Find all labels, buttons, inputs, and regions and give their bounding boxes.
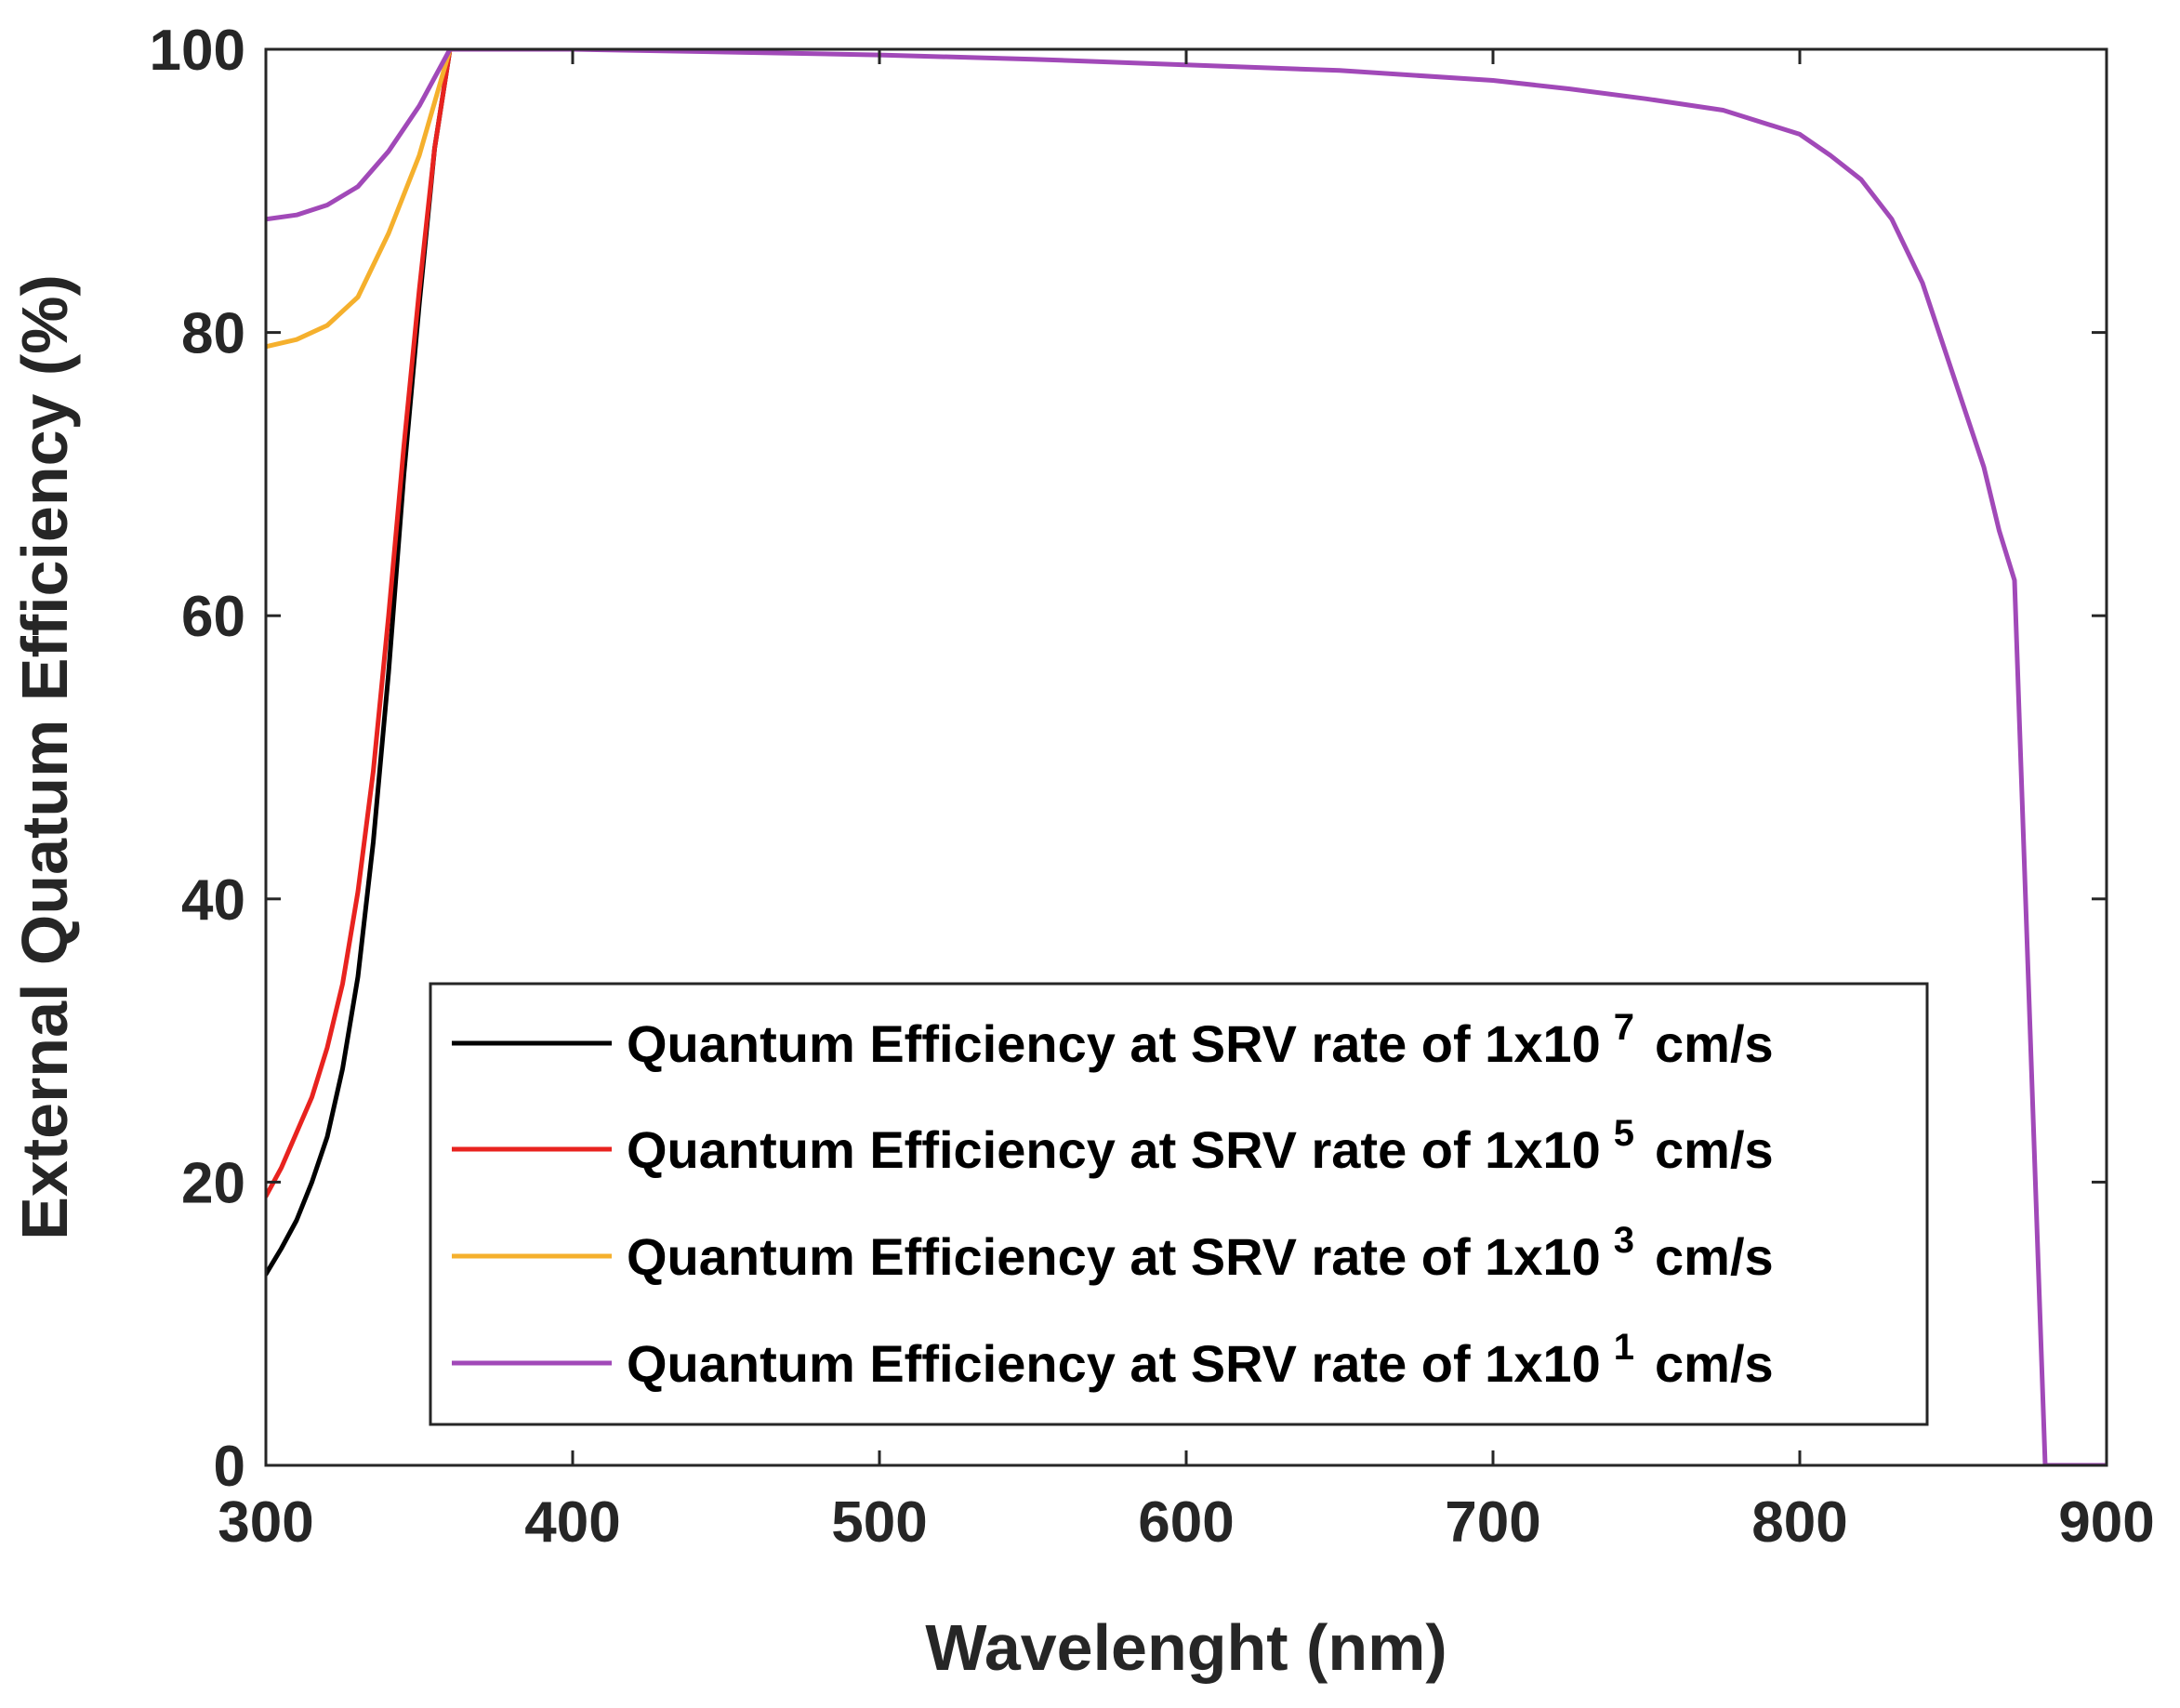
ticks-layer bbox=[264, 47, 2108, 1467]
tick-labels-layer: 300 400 500 600 700 800 900 0 20 40 60 80 100 bbox=[150, 19, 2155, 1555]
x-tick-label: 700 bbox=[1445, 1490, 1540, 1555]
y-tick-label: 60 bbox=[181, 585, 245, 649]
legend-label-1: Quantum Efficiency at SRV rate of 1x10 bbox=[627, 1014, 1601, 1073]
y-tick-label: 0 bbox=[214, 1435, 245, 1499]
legend-label-3: Quantum Efficiency at SRV rate of 1x10 bbox=[627, 1227, 1601, 1286]
x-tick-label: 800 bbox=[1751, 1490, 1847, 1555]
series-line-4 bbox=[266, 49, 2107, 1465]
x-tick-label: 900 bbox=[2058, 1490, 2154, 1555]
legend-box bbox=[429, 982, 1929, 1426]
legend-label-4: Quantum Efficiency at SRV rate of 1x10 bbox=[627, 1334, 1601, 1393]
legend-exponent-4: 1 bbox=[1614, 1327, 1634, 1368]
legend: Quantum Efficiency at SRV rate of 1x10 7 c… bbox=[429, 982, 1929, 1426]
legend-exponent-2: 5 bbox=[1614, 1113, 1634, 1154]
series-line-3 bbox=[266, 49, 453, 350]
x-tick-label: 600 bbox=[1138, 1490, 1234, 1555]
legend-unit-3: cm/s bbox=[1655, 1227, 1774, 1286]
x-tick-label: 400 bbox=[524, 1490, 620, 1555]
x-tick-label: 300 bbox=[218, 1490, 313, 1555]
y-tick-label: 100 bbox=[150, 19, 245, 83]
y-tick-label: 40 bbox=[181, 868, 245, 933]
legend-exponent-1: 7 bbox=[1614, 1007, 1634, 1048]
y-tick-label: 20 bbox=[181, 1151, 245, 1215]
legend-label-2: Quantum Efficiency at SRV rate of 1x10 bbox=[627, 1120, 1601, 1179]
legend-unit-2: cm/s bbox=[1655, 1120, 1774, 1179]
y-tick-label: 80 bbox=[181, 302, 245, 366]
y-axis-title: External Quatum Efficiency (%) bbox=[8, 274, 81, 1240]
x-axis-title: Wavelenght (nm) bbox=[925, 1611, 1447, 1684]
series-line-2 bbox=[266, 49, 453, 1199]
x-tick-label: 500 bbox=[831, 1490, 927, 1555]
legend-unit-1: cm/s bbox=[1655, 1014, 1774, 1073]
series-layer bbox=[266, 49, 2107, 1465]
legend-exponent-3: 3 bbox=[1614, 1220, 1634, 1261]
legend-unit-4: cm/s bbox=[1655, 1334, 1774, 1393]
